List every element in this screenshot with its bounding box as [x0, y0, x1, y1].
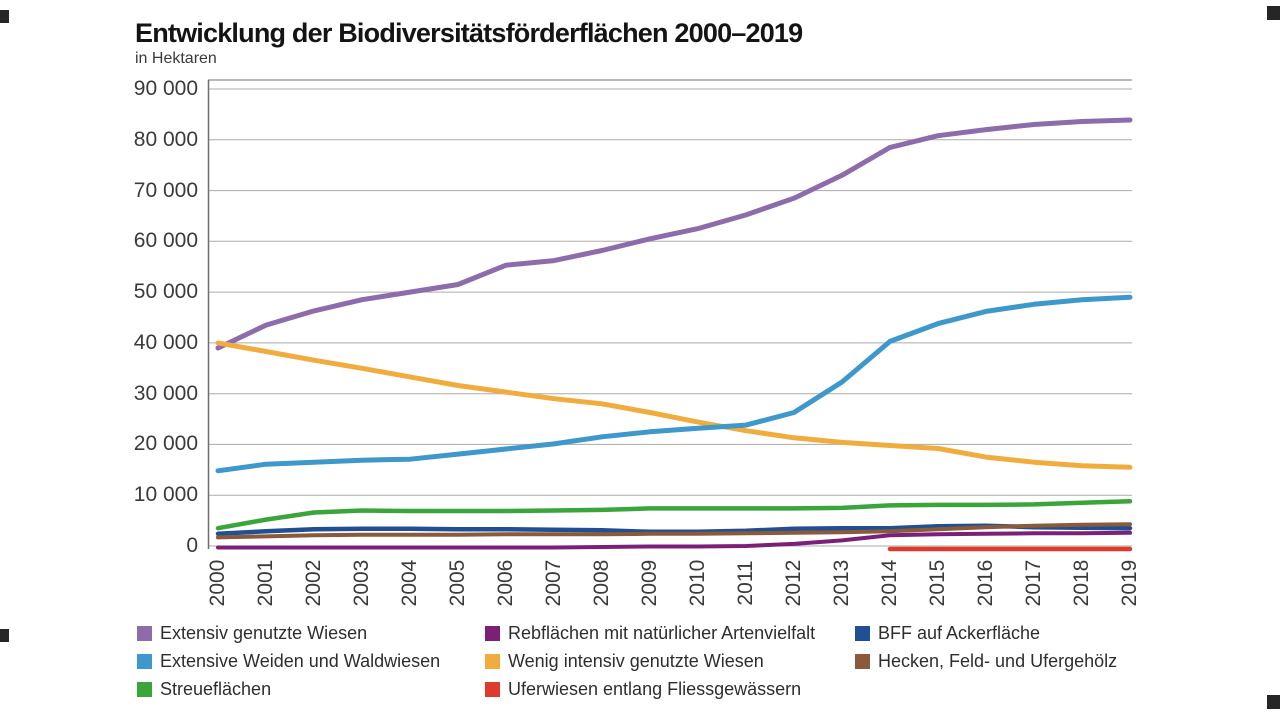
y-axis-tick-label: 60 000 — [133, 229, 198, 253]
legend-item: Uferwiesen entlang Fliessgewässern — [485, 678, 815, 700]
x-axis-tick-label: 2011 — [734, 560, 757, 606]
legend-item: Extensive Weiden und Waldwiesen — [137, 650, 440, 672]
legend-label: Hecken, Feld- und Ufergehölz — [878, 650, 1118, 671]
edge-artifact-mark — [0, 629, 9, 642]
x-axis-tick-label: 2005 — [446, 559, 469, 607]
legend-color-swatch — [485, 653, 500, 669]
legend-label: Extensiv genutzte Wiesen — [160, 622, 368, 643]
legend-color-swatch — [485, 625, 500, 641]
edge-artifact-mark — [1267, 6, 1280, 20]
y-axis-tick-label: 20 000 — [133, 432, 198, 456]
y-axis-tick-label: 10 000 — [133, 483, 198, 507]
series-line-3 — [216, 530, 1132, 550]
legend-label: Uferwiesen entlang Fliessgewässern — [508, 678, 802, 699]
x-axis-tick-label: 2016 — [974, 559, 997, 607]
x-axis-tick-label: 2017 — [1022, 559, 1045, 607]
y-axis-tick-label: 50 000 — [133, 280, 198, 304]
x-axis-tick-label: 2015 — [926, 559, 949, 607]
y-axis-tick-label: 0 — [186, 534, 198, 557]
y-axis-tick-label: 90 000 — [133, 77, 198, 100]
legend-color-swatch — [137, 625, 152, 641]
series-line-4 — [215, 340, 1133, 470]
legend-column: Extensiv genutzte Wiesen Extensive Weiden… — [137, 622, 440, 706]
x-axis-tick-label: 2019 — [1118, 559, 1141, 607]
x-axis-tick-label: 2009 — [638, 559, 661, 607]
chart-unit-label: in Hektaren — [135, 50, 217, 67]
series-line-2 — [215, 499, 1133, 531]
legend-color-swatch — [137, 681, 152, 697]
y-axis-tick-label: 70 000 — [133, 178, 198, 202]
legend-item: Wenig intensiv genutzte Wiesen — [485, 650, 815, 672]
y-axis-tick-label: 80 000 — [133, 127, 198, 151]
x-axis-tick-label: 2004 — [398, 559, 421, 607]
y-axis-tick-label: 30 000 — [133, 381, 198, 405]
legend-item: Hecken, Feld- und Ufergehölz — [855, 650, 1117, 672]
legend-item: Streueflächen — [137, 678, 440, 700]
y-axis-tick-label: 40 000 — [133, 330, 198, 354]
legend-item: Extensiv genutzte Wiesen — [137, 622, 440, 644]
x-axis-tick-label: 2000 — [206, 559, 229, 607]
legend-color-swatch — [855, 625, 870, 641]
legend-label: Extensive Weiden und Waldwiesen — [160, 650, 441, 671]
legend-label: Wenig intensiv genutzte Wiesen — [508, 650, 764, 671]
x-axis-tick-label: 2003 — [350, 559, 373, 607]
x-axis-tick-label: 2012 — [782, 559, 805, 607]
edge-artifact-mark — [0, 10, 9, 23]
x-axis-tick-label: 2008 — [590, 559, 613, 607]
x-axis-tick-label: 2001 — [254, 559, 277, 607]
legend-item: Rebflächen mit natürlicher Artenvielfalt — [485, 622, 815, 644]
x-axis-tick-label: 2006 — [494, 559, 517, 607]
series-line-1 — [215, 294, 1133, 474]
edge-artifact-mark — [1267, 695, 1280, 709]
legend-color-swatch — [855, 653, 870, 669]
legend-item: BFF auf Ackerfläche — [855, 622, 1117, 644]
legend-label: BFF auf Ackerfläche — [878, 622, 1041, 643]
legend-label: Rebflächen mit natürlicher Artenvielfalt — [508, 622, 816, 643]
legend-label: Streueflächen — [160, 678, 272, 699]
series-line-0 — [215, 117, 1133, 351]
chart-title: Entwicklung der Biodiversitätsförderfläc… — [135, 18, 803, 48]
legend-column: Rebflächen mit natürlicher Artenvielfalt… — [485, 622, 815, 706]
x-axis-tick-label: 2010 — [686, 559, 709, 607]
series-line-7 — [216, 522, 1132, 540]
legend-color-swatch — [485, 681, 500, 697]
x-axis-tick-label: 2018 — [1070, 559, 1093, 607]
x-axis-tick-label: 2013 — [830, 559, 853, 607]
legend-column: BFF auf Ackerfläche Hecken, Feld- und Ufe… — [855, 622, 1117, 678]
x-axis-tick-label: 2007 — [542, 559, 565, 607]
legend-color-swatch — [137, 653, 152, 669]
x-axis-tick-label: 2002 — [302, 559, 325, 607]
x-axis-tick-label: 2014 — [878, 559, 901, 607]
